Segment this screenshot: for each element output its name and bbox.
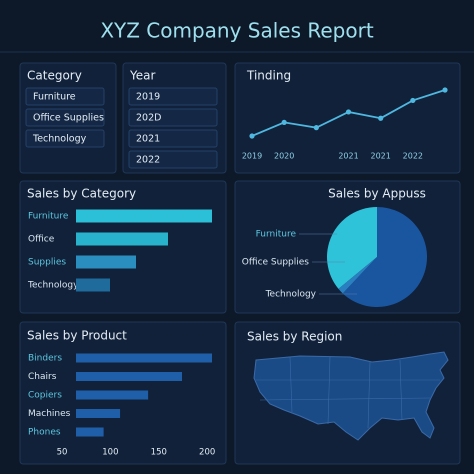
x-tick-label: 100 (102, 448, 118, 458)
filter-option[interactable] (128, 150, 218, 169)
filter-option-label: 2019 (136, 92, 160, 103)
filter-option-label: Office Supplies (33, 113, 104, 124)
bar (76, 372, 182, 381)
bar-label: Chairs (28, 372, 57, 382)
filter-option-label: 2022 (136, 155, 160, 166)
x-tick-label: 2022 (403, 152, 423, 161)
bar (76, 390, 149, 400)
bar-label: Phones (28, 428, 61, 438)
x-tick-label: 2021 (338, 152, 358, 161)
pie-slice (338, 257, 377, 294)
x-tick-label: 2019 (242, 152, 262, 161)
chart-title: Sales by Appuss (328, 187, 426, 201)
filter-title: Category (27, 69, 82, 83)
page-title: XYZ Company Sales Report (100, 19, 374, 43)
category-panel (19, 180, 227, 314)
filter-option[interactable] (25, 87, 105, 106)
bar-label: Furniture (28, 212, 69, 222)
bar (76, 255, 136, 269)
line-point (249, 133, 255, 139)
filter-option[interactable] (128, 108, 218, 127)
region-title: Sales by Region (247, 330, 342, 344)
filter-option-label: Technology (32, 134, 87, 145)
filter-option[interactable] (128, 87, 218, 106)
filter-option-label: 202D (136, 113, 161, 124)
line-point (281, 119, 287, 126)
bar (76, 278, 110, 292)
pie-label: Furniture (256, 230, 297, 240)
filter-option[interactable] (128, 129, 218, 148)
line-point (378, 115, 384, 121)
chart-title: Sales by Product (27, 329, 127, 343)
line-point (410, 97, 416, 104)
pie-label: Office Supplies (242, 258, 310, 268)
filter-option-label: Furniture (33, 92, 76, 103)
bar (76, 427, 104, 437)
us-map (253, 351, 449, 441)
filter-option[interactable] (25, 108, 105, 127)
chart-title: Sales by Category (27, 187, 136, 201)
line-panel (234, 62, 461, 174)
x-tick-label: 50 (57, 448, 68, 458)
x-tick-label: 2020 (274, 152, 294, 161)
chart-title: Tinding (246, 69, 291, 83)
x-tick-label: 200 (199, 448, 215, 458)
bar (76, 409, 121, 418)
bar-label: Copiers (28, 391, 62, 401)
filter-option[interactable] (25, 129, 105, 148)
filter-option-label: 2021 (136, 134, 160, 145)
filter-title: Year (129, 69, 155, 83)
pie-slice (326, 207, 377, 289)
x-tick-label: 150 (151, 448, 167, 458)
pie-slice (342, 207, 427, 307)
bar-label: Technology (27, 281, 79, 291)
bar-label: Binders (28, 354, 62, 364)
line-point (345, 109, 352, 115)
bar-label: Supplies (28, 258, 66, 268)
bar-label: Office (28, 235, 55, 245)
map-borders (256, 356, 440, 429)
pie-label: Technology (265, 290, 317, 300)
bar (76, 353, 212, 363)
x-tick-label: 2021 (370, 152, 390, 161)
line-point (313, 125, 319, 131)
bar (76, 232, 168, 246)
line-point (442, 87, 448, 93)
bar-label: Machines (28, 409, 71, 419)
bar (76, 209, 212, 223)
